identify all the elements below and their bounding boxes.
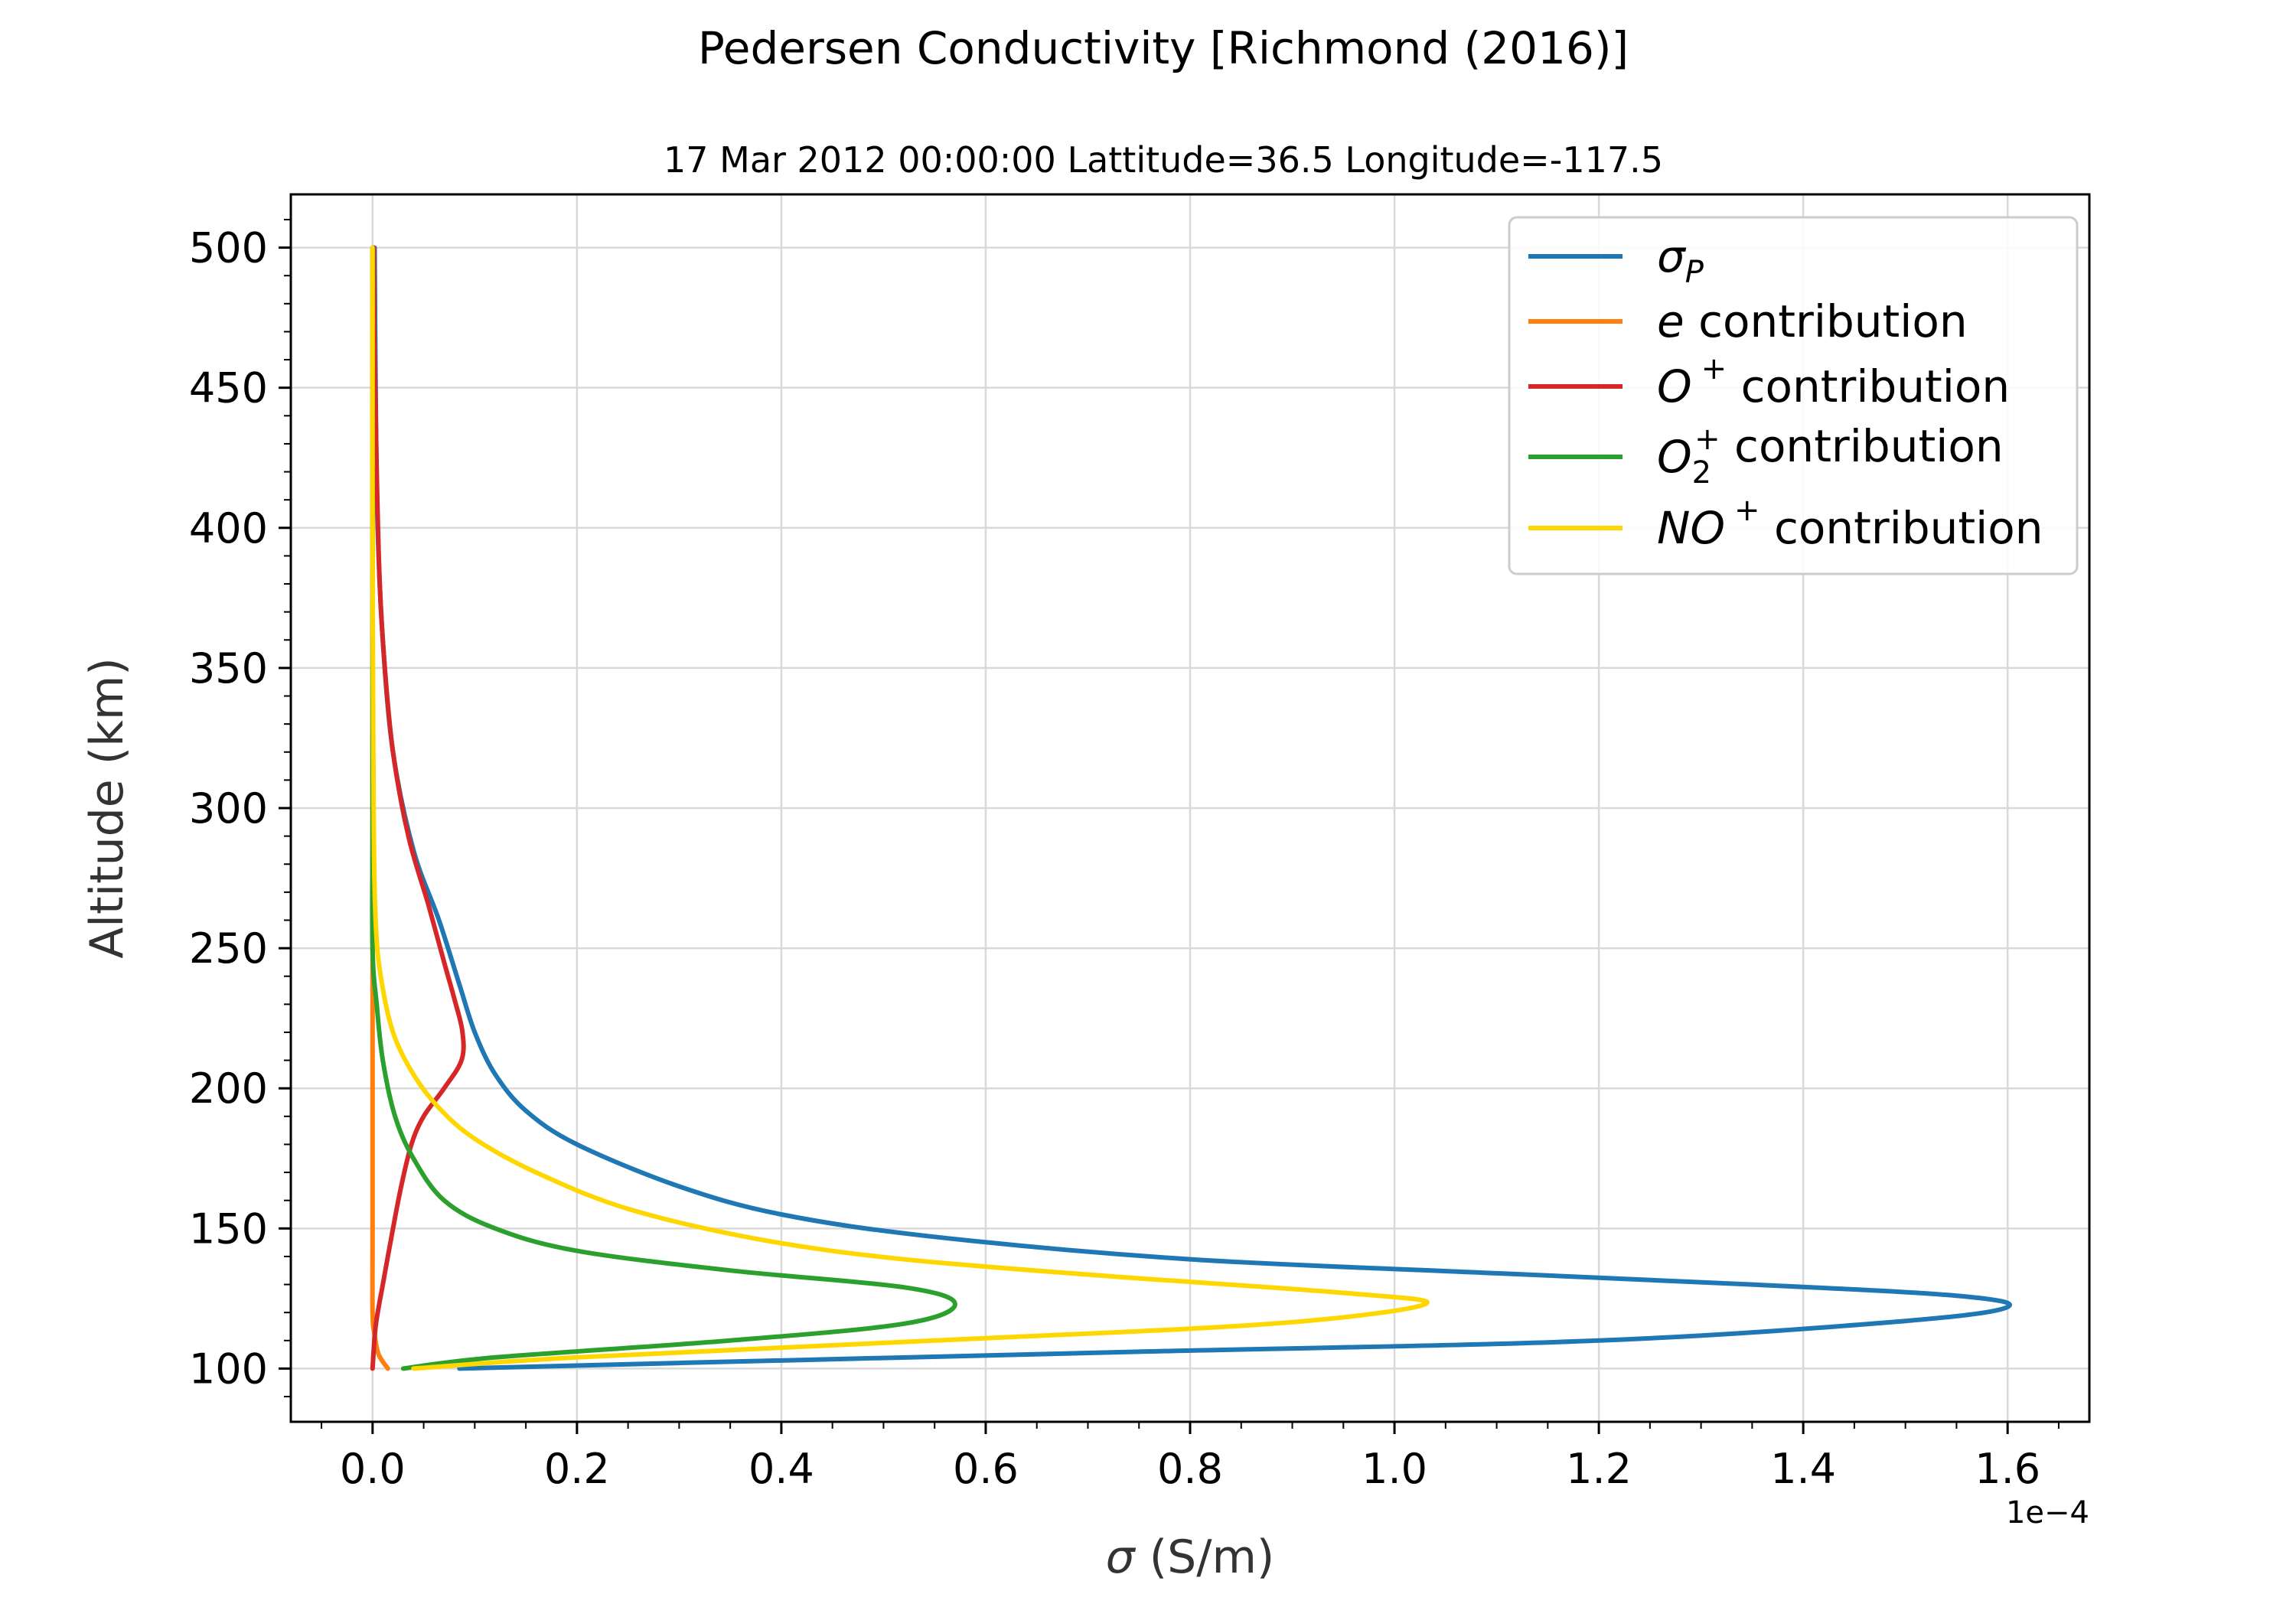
y-tick-label: 400	[189, 504, 268, 553]
chart-title: Pedersen Conductivity [Richmond (2016)]	[698, 22, 1629, 74]
legend-label-superscript: +	[1701, 351, 1727, 386]
axis-ticks: 0.0 0.2 0.4 0.6 0.8 1.0 1.2 1.4 1.6 100 150 200 250 3…	[189, 218, 2060, 1493]
legend-entry-no-plus: NO + contribution	[1528, 493, 2043, 554]
y-tick-label: 350	[189, 644, 268, 693]
legend-label: O2+ contribution	[1657, 420, 2004, 491]
legend-label-subscript: 2	[1692, 455, 1711, 491]
legend-label-superscript: +	[1734, 493, 1760, 528]
legend-label-symbol: σ	[1657, 230, 1687, 282]
legend-label-superscript: +	[1694, 422, 1720, 457]
legend-label-text: contribution	[1684, 295, 1968, 347]
legend-label-symbol: O	[1657, 360, 1692, 412]
x-tick-label: 1.6	[1975, 1445, 2040, 1493]
legend-label-symbol: e	[1657, 295, 1684, 347]
plot-series	[370, 245, 2012, 1371]
x-axis-label-unit: (S/m)	[1135, 1530, 1275, 1584]
y-tick-label: 500	[189, 224, 268, 272]
y-tick-label: 250	[189, 924, 268, 973]
series-line-o-plus	[370, 245, 466, 1371]
legend-label-text: contribution	[1727, 360, 2010, 412]
x-axis-offset-label: 1e−4	[2006, 1495, 2089, 1530]
y-tick-label: 200	[189, 1064, 268, 1113]
legend-entry-e: e contribution	[1528, 295, 1968, 347]
x-tick-label: 0.6	[953, 1445, 1019, 1493]
x-tick-label: 0.2	[544, 1445, 610, 1493]
x-tick-label: 0.0	[340, 1445, 406, 1493]
chart-subtitle: 17 Mar 2012 00:00:00 Lattitude=36.5 Long…	[664, 139, 1663, 181]
legend-label: NO + contribution	[1657, 493, 2043, 554]
legend-label-text: contribution	[1760, 502, 2043, 554]
legend-label: σP	[1657, 230, 1704, 290]
x-tick-label: 1.4	[1770, 1445, 1836, 1493]
series-line-no-plus	[370, 245, 1430, 1371]
legend-label-symbol: O	[1657, 431, 1692, 483]
legend-label: e contribution	[1657, 295, 1968, 347]
x-tick-label: 0.8	[1157, 1445, 1223, 1493]
legend-entry-o-plus: O + contribution	[1528, 351, 2010, 412]
legend-entry-sigma-p: σP	[1528, 230, 1704, 290]
x-axis-label: σ (S/m)	[1106, 1530, 1275, 1584]
grid	[291, 194, 2089, 1422]
y-tick-label: 300	[189, 784, 268, 833]
y-tick-label: 150	[189, 1204, 268, 1253]
x-tick-label: 1.0	[1362, 1445, 1427, 1493]
legend-label-symbol: NO	[1657, 502, 1725, 554]
legend-label-subscript: P	[1685, 255, 1704, 290]
x-tick-label: 0.4	[748, 1445, 814, 1493]
legend-label-text: contribution	[1720, 420, 2004, 472]
legend-entry-o2-plus: O2+ contribution	[1528, 420, 2004, 491]
x-tick-label: 1.2	[1566, 1445, 1632, 1493]
y-tick-label: 450	[189, 364, 268, 412]
legend-label: O + contribution	[1657, 351, 2010, 412]
y-tick-label: 100	[189, 1345, 268, 1393]
legend-frame	[1508, 216, 2079, 575]
y-axis-label: Altitude (km)	[80, 657, 134, 959]
x-axis-label-symbol: σ	[1106, 1530, 1137, 1584]
